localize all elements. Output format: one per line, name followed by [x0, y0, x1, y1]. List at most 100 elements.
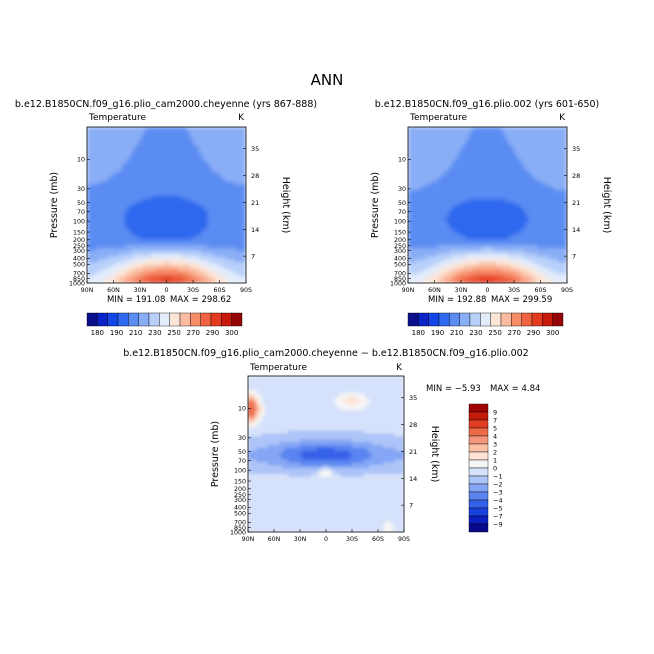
y-tick-label: 10: [398, 157, 406, 164]
panel-left-units: K: [238, 113, 245, 123]
colorbar-tick-label: 9: [493, 408, 497, 416]
y-tick-label: 1000: [69, 280, 85, 287]
panel-diff: b.e12.B1850CN.f09_g16.plio_cam2000.cheye…: [123, 348, 540, 543]
panel-diff-ylabel: Pressure (mb): [210, 421, 221, 487]
colorbar-tick-label: 230: [148, 329, 161, 337]
y2-tick-label: 21: [251, 199, 259, 207]
colorbar-tick-label: 0: [493, 464, 497, 472]
colorbar-tick-label: 1: [493, 456, 497, 464]
y-tick-label: 150: [234, 478, 246, 485]
colorbar-tick-label: 4: [493, 432, 497, 440]
panel-diff-title: b.e12.B1850CN.f09_g16.plio_cam2000.cheye…: [123, 348, 528, 359]
colorbar-tick-label: 210: [450, 329, 463, 337]
x-tick-label: 30N: [294, 536, 307, 543]
colorbar-swatch: [190, 312, 201, 327]
y-tick-label: 250: [394, 243, 406, 250]
y-tick-label: 400: [394, 256, 406, 263]
x-tick-label: 90N: [402, 287, 415, 294]
colorbar-tick-label: 290: [206, 329, 219, 337]
y-tick-label: 500: [394, 262, 406, 269]
colorbar-swatch: [159, 312, 170, 327]
colorbar-swatch: [468, 451, 489, 461]
colorbar-tick-label: 230: [469, 329, 482, 337]
y-tick-label: 50: [238, 449, 246, 456]
colorbar-tick-label: −4: [493, 496, 503, 504]
y2-tick-label: 14: [572, 226, 580, 234]
y2-tick-label: 28: [409, 421, 417, 429]
panel-left-title: b.e12.B1850CN.f09_g16.plio_cam2000.cheye…: [15, 99, 317, 110]
panel-diff-y2label: Height (km): [429, 426, 440, 483]
panel-right-title: b.e12.B1850CN.f09_g16.plio.002 (yrs 601-…: [375, 99, 600, 110]
panel-left-variable: Temperature: [88, 113, 146, 123]
colorbar-tick-label: 3: [493, 440, 497, 448]
y-tick-label: 100: [73, 218, 85, 225]
panel-diff-x-axis: 90N 60N 30N 0 30S 60S 90S: [242, 529, 410, 543]
colorbar-swatch: [511, 312, 522, 327]
colorbar-swatch: [97, 312, 108, 327]
panel-left-max: MAX = 298.62: [170, 295, 231, 305]
panel-left-y2label: Height (km): [280, 177, 291, 234]
colorbar-swatch: [500, 312, 512, 327]
y-tick-label: 500: [234, 511, 246, 518]
y2-tick-label: 28: [251, 172, 259, 180]
y-tick-label: 10: [238, 406, 246, 413]
panel-left: b.e12.B1850CN.f09_g16.plio_cam2000.cheye…: [15, 99, 317, 337]
panel-right-field: [408, 127, 567, 283]
figure-title: ANN: [311, 71, 344, 89]
y-tick-label: 700: [73, 271, 85, 278]
panel-right: b.e12.B1850CN.f09_g16.plio.002 (yrs 601-…: [370, 99, 612, 337]
colorbar-tick-label: −7: [493, 512, 503, 520]
colorbar-tick-label: 250: [488, 329, 501, 337]
y-tick-label: 30: [238, 435, 246, 442]
colorbar-swatch: [531, 312, 543, 327]
panel-left-ylabel: Pressure (mb): [49, 172, 60, 238]
colorbar-swatch: [469, 312, 481, 327]
colorbar-swatch: [107, 312, 119, 327]
y-tick-label: 500: [73, 262, 85, 269]
panel-diff-min: MIN = −5.93: [426, 384, 481, 394]
colorbar-tick-label: −2: [493, 480, 503, 488]
panel-left-colorbar: 180 190 210 230 250 270 290 300: [86, 312, 243, 337]
colorbar-tick-label: 2: [493, 448, 497, 456]
colorbar-tick-label: 5: [493, 424, 497, 432]
y-tick-label: 300: [234, 497, 246, 504]
y2-tick-label: 14: [409, 475, 417, 483]
colorbar-tick-label: 270: [187, 329, 200, 337]
colorbar-swatch: [428, 312, 440, 327]
colorbar-swatch: [468, 403, 489, 413]
y-tick-label: 10: [77, 157, 85, 164]
y-tick-label: 300: [394, 248, 406, 255]
y-tick-label: 850: [234, 525, 246, 532]
colorbar-swatch: [468, 459, 489, 469]
colorbar-tick-label: 190: [110, 329, 123, 337]
panel-right-variable: Temperature: [409, 113, 467, 123]
x-tick-label: 30N: [134, 287, 147, 294]
y-tick-label: 70: [238, 458, 246, 465]
colorbar-tick-label: 7: [493, 416, 497, 424]
colorbar-swatch: [468, 467, 489, 477]
y2-tick-label: 14: [251, 226, 259, 234]
panel-right-colorbar: 180 190 210 230 250 270 290 300: [407, 312, 564, 337]
colorbar-swatch: [468, 475, 489, 485]
x-tick-label: 60S: [213, 287, 225, 294]
y2-tick-label: 7: [572, 253, 576, 261]
colorbar-swatch: [490, 312, 502, 327]
panel-right-max: MAX = 299.59: [491, 295, 552, 305]
colorbar-swatch: [117, 312, 129, 327]
panel-left-field: [87, 127, 246, 283]
panel-diff-y2-axis: 35 28 21 14 7: [401, 394, 417, 510]
panel-diff-variable: Temperature: [249, 363, 307, 373]
panel-left-min: MIN = 191.08: [107, 295, 165, 305]
y2-tick-label: 21: [572, 199, 580, 207]
x-tick-label: 90N: [81, 287, 94, 294]
y-tick-label: 1000: [230, 529, 246, 536]
x-tick-label: 30S: [346, 536, 358, 543]
y2-tick-label: 21: [409, 448, 417, 456]
colorbar-swatch: [221, 312, 232, 327]
y-tick-label: 700: [394, 271, 406, 278]
colorbar-swatch: [138, 312, 150, 327]
